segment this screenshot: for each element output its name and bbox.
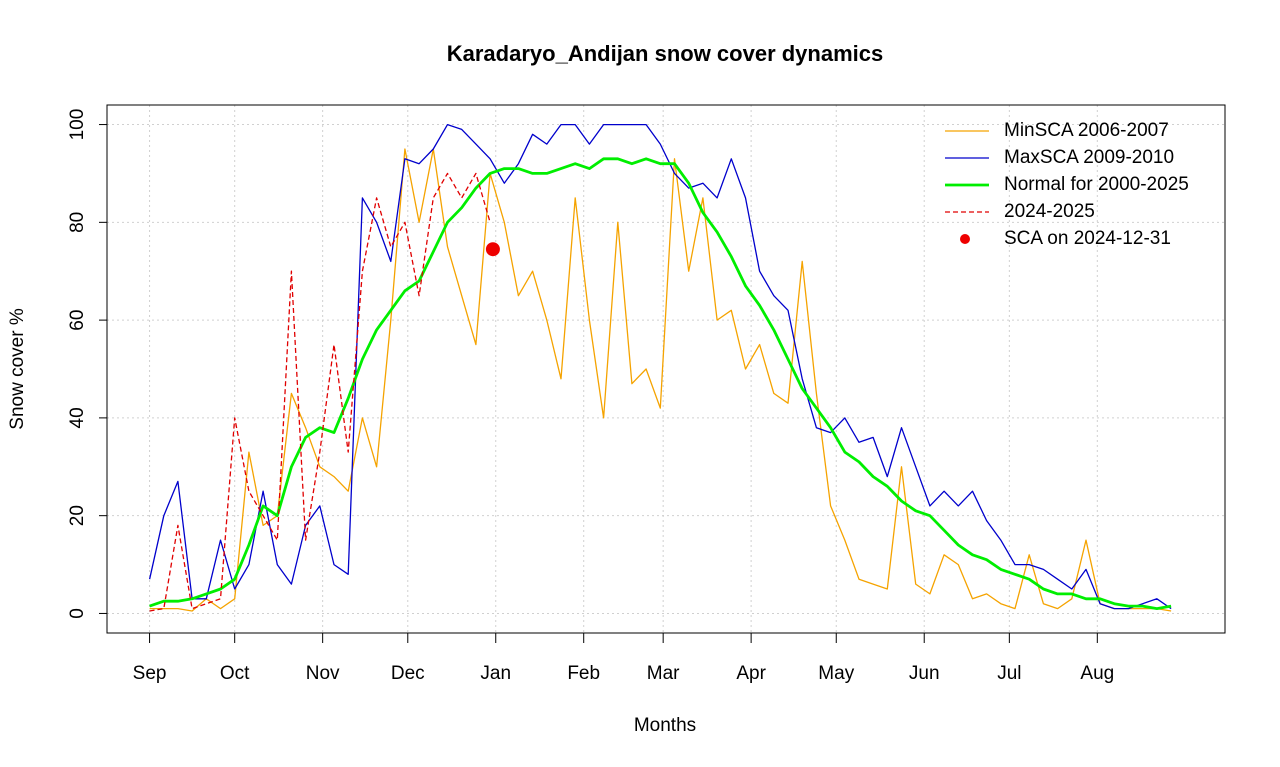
x-tick-label: Aug xyxy=(1080,663,1114,684)
y-tick-label: 60 xyxy=(67,310,88,331)
x-tick-label: Nov xyxy=(306,663,340,684)
x-tick-label: Jan xyxy=(480,663,511,684)
x-tick-label: Dec xyxy=(391,663,425,684)
series-line xyxy=(149,172,491,612)
y-tick-label: 100 xyxy=(67,109,88,141)
x-tick-label: Oct xyxy=(220,663,250,684)
legend-label: MinSCA 2006-2007 xyxy=(1004,120,1169,141)
legend-label: Normal for 2000-2025 xyxy=(1004,174,1189,195)
y-axis-label: Snow cover % xyxy=(7,308,28,430)
legend-label: SCA on 2024-12-31 xyxy=(1004,228,1171,249)
x-tick-label: Apr xyxy=(736,663,766,684)
legend-swatch xyxy=(960,234,970,244)
y-tick-label: 40 xyxy=(67,407,88,428)
plot-frame xyxy=(106,104,1226,634)
x-tick-label: Sep xyxy=(133,663,167,684)
series-line xyxy=(149,148,1172,612)
y-tick-label: 0 xyxy=(67,608,88,619)
y-tick-label: 80 xyxy=(67,212,88,233)
x-tick-label: May xyxy=(818,663,854,684)
x-axis-label: Months xyxy=(634,715,696,736)
legend-label: MaxSCA 2009-2010 xyxy=(1004,147,1174,168)
chart-title: Karadaryo_Andijan snow cover dynamics xyxy=(447,41,884,66)
x-tick-label: Jul xyxy=(997,663,1021,684)
legend-label: 2024-2025 xyxy=(1004,201,1095,222)
series-line xyxy=(148,123,1172,610)
sca-point xyxy=(485,242,500,257)
series-line xyxy=(149,157,1172,610)
y-tick-label: 20 xyxy=(67,505,88,526)
x-tick-label: Jun xyxy=(909,663,940,684)
x-tick-label: Feb xyxy=(567,663,600,684)
x-tick-label: Mar xyxy=(647,663,680,684)
